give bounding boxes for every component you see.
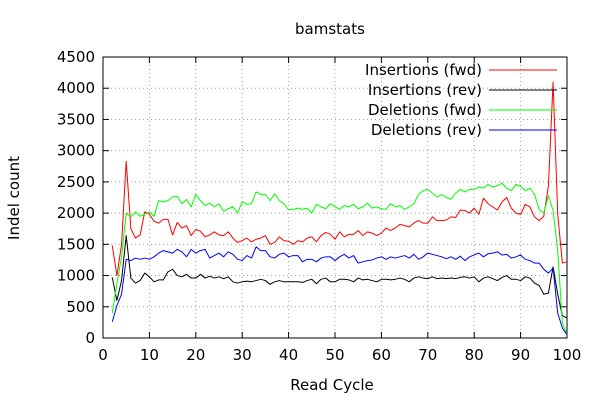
y-tick-label: 3500	[57, 110, 95, 128]
series-line-0	[111, 81, 568, 277]
legend-label-2: Deletions (fwd)	[368, 101, 482, 119]
y-tick-label: 500	[66, 298, 95, 316]
chart-title: bamstats	[295, 20, 365, 38]
x-tick-label: 70	[418, 346, 437, 364]
x-tick-label: 50	[325, 346, 344, 364]
grid	[103, 57, 567, 338]
y-tick-label: 1500	[57, 235, 95, 253]
x-axis-label: Read Cycle	[290, 376, 373, 394]
x-tick-label: 60	[372, 346, 391, 364]
x-tick-label: 0	[98, 346, 108, 364]
legend-label-1: Insertions (rev)	[368, 81, 482, 99]
y-tick-label: 3000	[57, 142, 95, 160]
legend-label-3: Deletions (rev)	[371, 121, 482, 139]
y-tick-label: 0	[85, 329, 95, 347]
x-tick-label: 100	[553, 346, 582, 364]
y-tick-label: 2500	[57, 173, 95, 191]
x-tick-label: 20	[186, 346, 205, 364]
x-tick-label: 40	[279, 346, 298, 364]
y-axis-label: Indel count	[5, 156, 23, 240]
x-tick-label: 10	[140, 346, 159, 364]
y-tick-label: 2000	[57, 204, 95, 222]
x-tick-label: 80	[465, 346, 484, 364]
x-tick-label: 30	[233, 346, 252, 364]
series-line-1	[111, 235, 568, 319]
y-tick-label: 4500	[57, 48, 95, 66]
series-line-2	[111, 182, 568, 336]
series-line-3	[111, 246, 568, 336]
axis-ticks: 0 500 1000 1500 2000 2500 3000 3500 4000 4500 0 10 2…	[57, 48, 582, 364]
x-tick-label: 90	[511, 346, 530, 364]
legend-label-0: Insertions (fwd)	[365, 61, 482, 79]
y-tick-label: 1000	[57, 267, 95, 285]
legend: Insertions (fwd) Insertions (rev) Deletion…	[365, 61, 557, 139]
y-tick-label: 4000	[57, 79, 95, 97]
series-group	[111, 81, 568, 336]
